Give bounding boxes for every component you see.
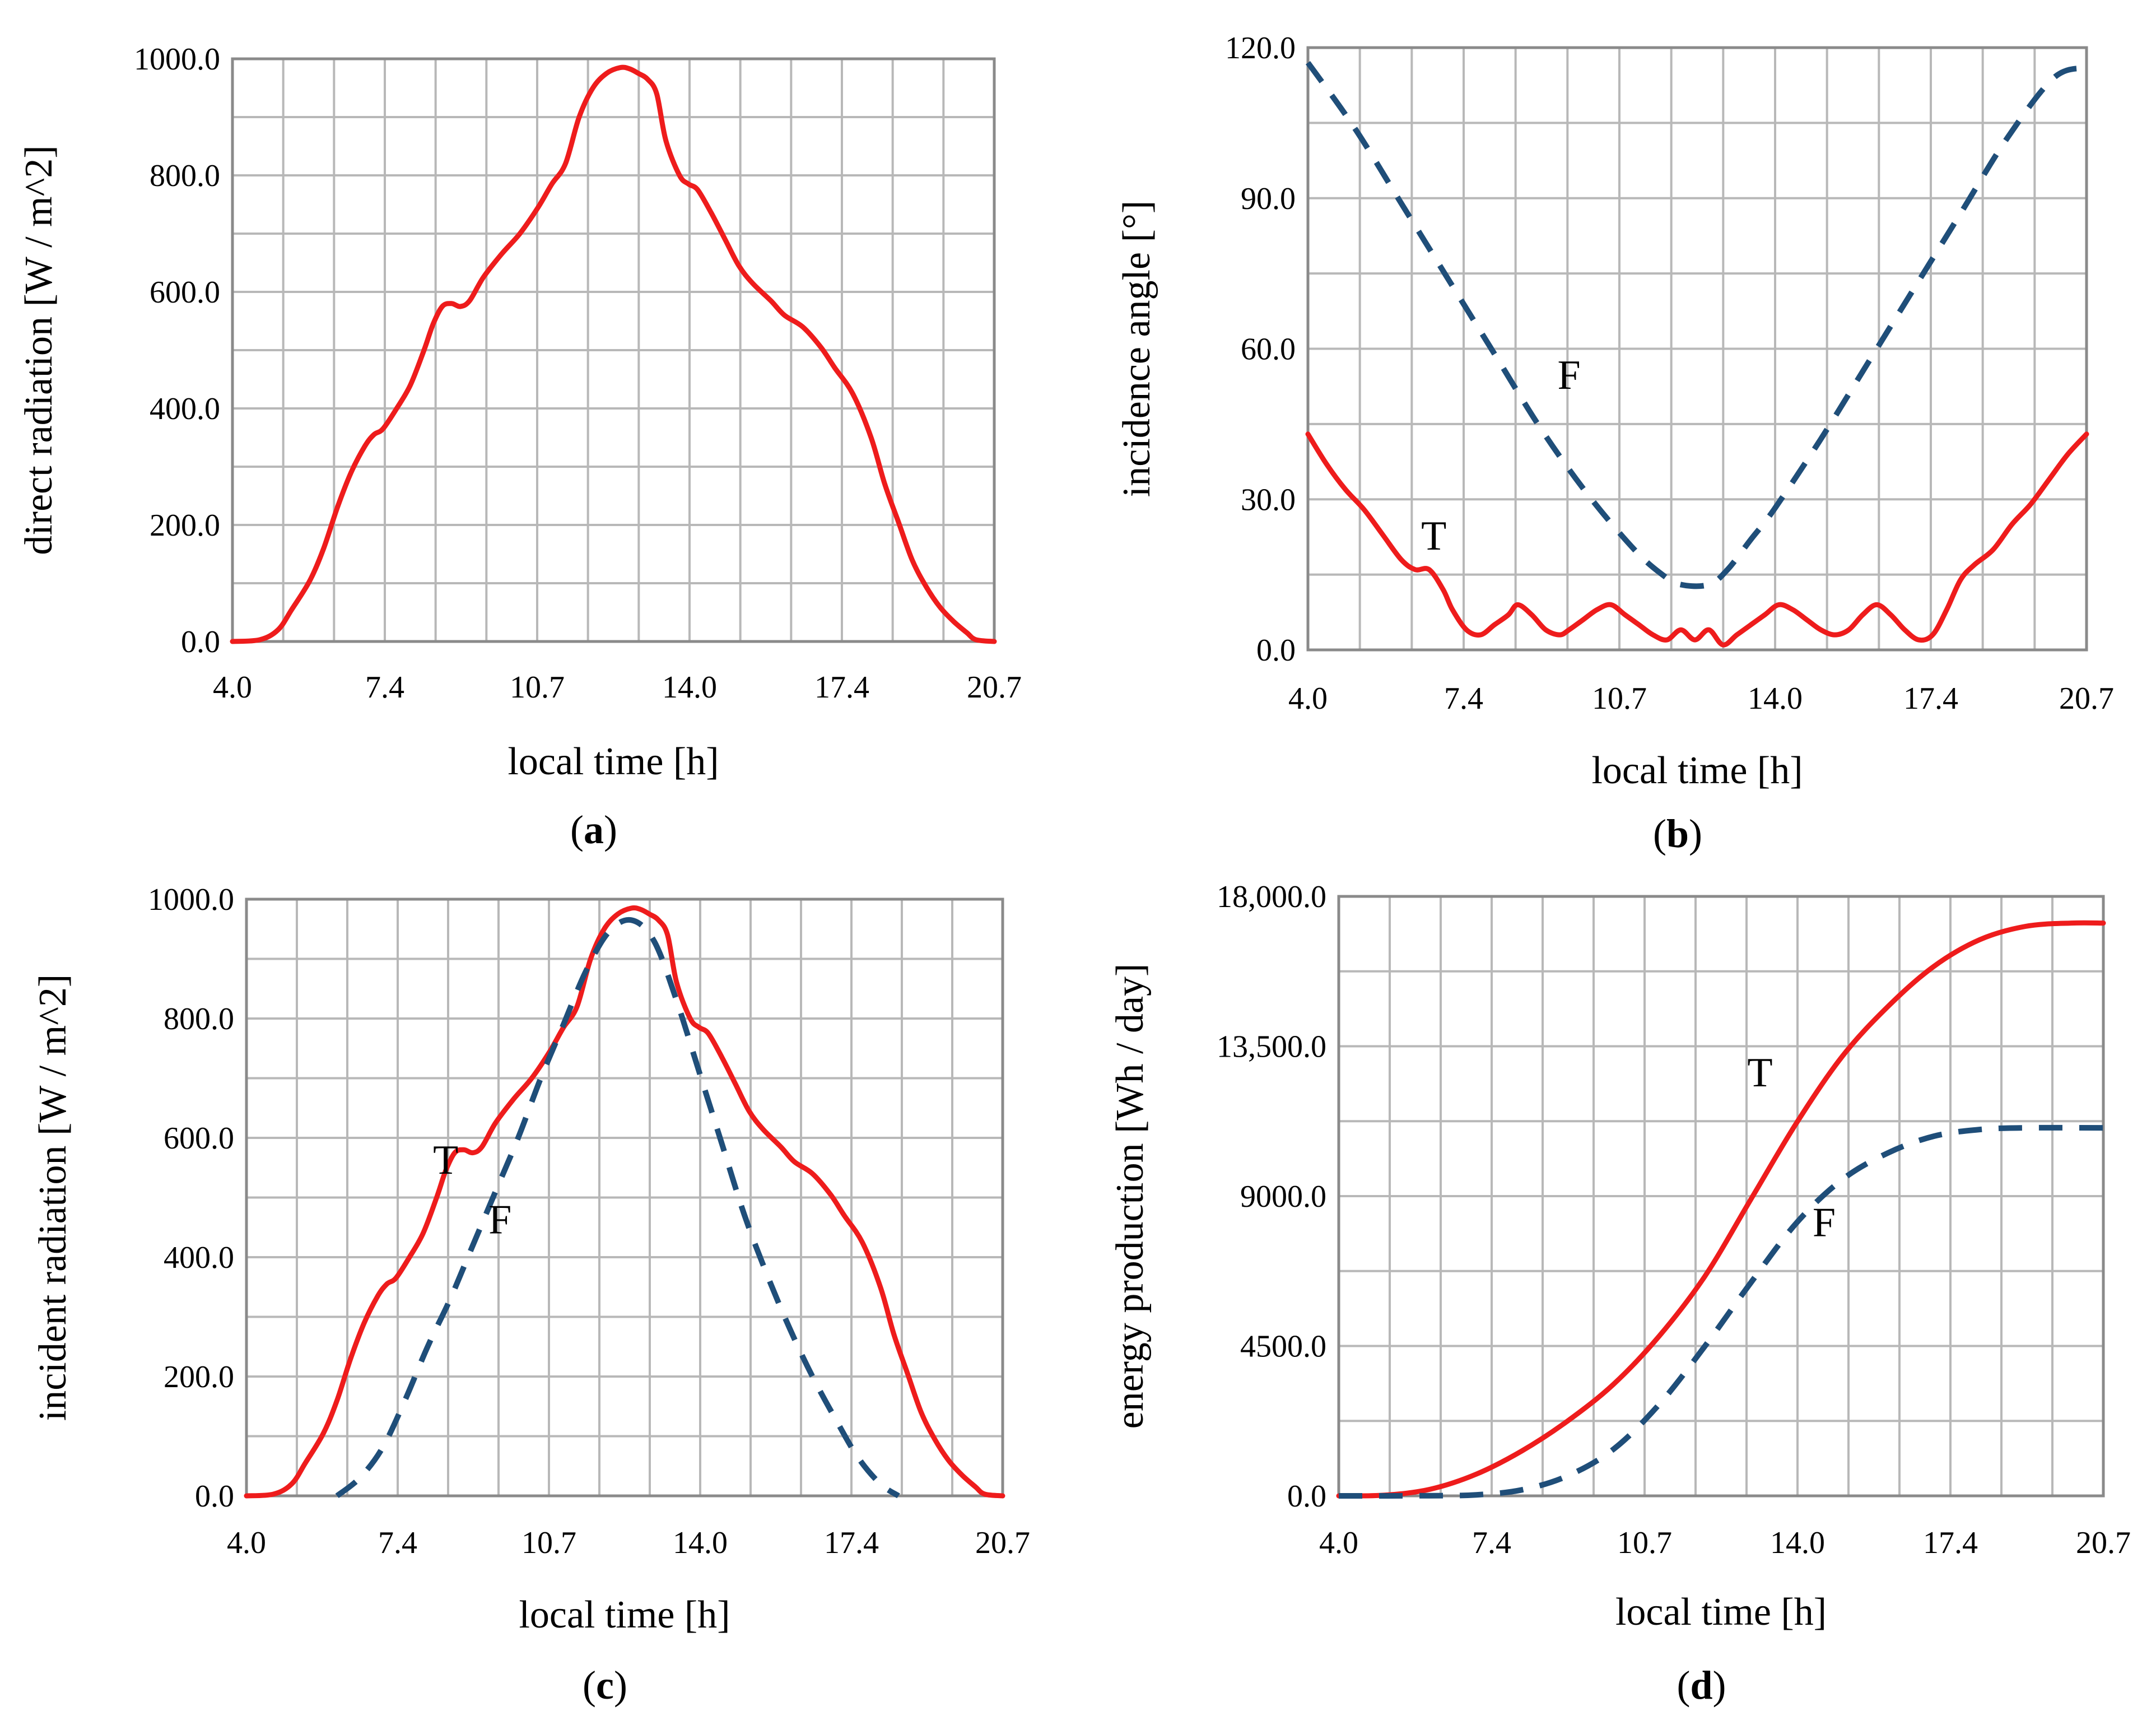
y-tick-label: 18,000.0 xyxy=(1217,880,1326,914)
series-annotation-T: T xyxy=(1421,513,1446,559)
y-tick-label: 800.0 xyxy=(150,159,220,193)
x-axis-title: local time [h] xyxy=(1591,749,1803,792)
panel-b-incidence-angle: 4.0 7.4 10.7 14.0 17.4 20.7 0.0 30.0 60.0 90.0 120… xyxy=(1115,31,2114,856)
y-tick-label: 400.0 xyxy=(164,1240,234,1275)
x-axis-title: local time [h] xyxy=(507,740,719,783)
y-tick-label: 800.0 xyxy=(164,1002,234,1036)
y-tick-label: 0.0 xyxy=(1287,1479,1326,1514)
x-tick-label: 7.4 xyxy=(378,1526,417,1560)
x-tick-label: 14.0 xyxy=(673,1526,728,1560)
series-annotation-T: T xyxy=(1747,1050,1772,1096)
x-tick-label: 7.4 xyxy=(1444,681,1483,716)
x-tick-label: 4.0 xyxy=(213,670,252,705)
y-tick-label: 1000.0 xyxy=(148,882,234,917)
panel-label: (d) xyxy=(1677,1663,1726,1708)
y-tick-label: 200.0 xyxy=(150,508,220,543)
x-tick-label: 10.7 xyxy=(510,670,565,705)
x-tick-label: 10.7 xyxy=(1617,1526,1672,1560)
x-tick-label: 17.4 xyxy=(1923,1526,1978,1560)
y-tick-label: 120.0 xyxy=(1225,31,1296,66)
x-tick-label: 17.4 xyxy=(824,1526,879,1560)
x-tick-label: 10.7 xyxy=(1592,681,1647,716)
plot-area-frame xyxy=(245,898,1004,1498)
y-tick-label: 9000.0 xyxy=(1240,1179,1326,1214)
y-axis-title: incidence angle [°] xyxy=(1115,201,1158,497)
y-tick-label: 0.0 xyxy=(1256,633,1296,668)
y-tick-label: 30.0 xyxy=(1241,482,1296,517)
x-tick-label: 4.0 xyxy=(1288,681,1328,716)
y-axis-title: energy production [Wh / day] xyxy=(1109,964,1152,1429)
panel-a-direct-radiation: 4.0 7.4 10.7 14.0 17.4 20.7 0.0 200.0 400.0 600.0… xyxy=(17,42,1022,852)
series-line-F xyxy=(1338,1124,2104,1499)
x-axis-title: local time [h] xyxy=(1615,1591,1827,1634)
y-tick-label: 90.0 xyxy=(1241,182,1296,216)
y-tick-label: 200.0 xyxy=(164,1360,234,1394)
x-tick-label: 4.0 xyxy=(1319,1526,1358,1560)
x-tick-label: 4.0 xyxy=(227,1526,266,1560)
x-tick-label: 20.7 xyxy=(2076,1526,2131,1560)
panel-label: (b) xyxy=(1653,811,1702,856)
plot-area-frame xyxy=(1337,895,2105,1498)
plot-area-frame xyxy=(231,57,996,643)
series-annotation-F: F xyxy=(1558,352,1581,398)
panel-d-energy-production: 4.0 7.4 10.7 14.0 17.4 20.7 0.0 4500.0 9000.0 13,… xyxy=(1109,880,2131,1708)
y-tick-label: 600.0 xyxy=(150,275,220,310)
y-axis-title: incident radiation [W / m^2] xyxy=(31,974,74,1421)
x-tick-label: 14.0 xyxy=(662,670,717,705)
panel-label: (a) xyxy=(570,807,617,852)
y-tick-label: 0.0 xyxy=(181,625,220,659)
y-tick-label: 13,500.0 xyxy=(1217,1030,1326,1064)
y-tick-label: 600.0 xyxy=(164,1121,234,1156)
x-tick-label: 20.7 xyxy=(2059,681,2114,716)
series-line-F xyxy=(1305,61,2088,589)
x-tick-label: 14.0 xyxy=(1748,681,1803,716)
x-tick-label: 7.4 xyxy=(365,670,404,705)
y-tick-label: 60.0 xyxy=(1241,332,1296,367)
y-tick-label: 1000.0 xyxy=(134,42,220,77)
y-tick-label: 4500.0 xyxy=(1240,1329,1326,1364)
y-axis-title: direct radiation [W / m^2] xyxy=(17,145,60,555)
x-tick-label: 7.4 xyxy=(1472,1526,1511,1560)
x-tick-label: 17.4 xyxy=(814,670,869,705)
x-tick-label: 17.4 xyxy=(1903,681,1958,716)
y-tick-label: 400.0 xyxy=(150,392,220,426)
series-line-T xyxy=(244,905,1005,1499)
y-tick-label: 0.0 xyxy=(195,1479,234,1514)
series-annotation-F: F xyxy=(488,1197,511,1243)
series-line-F xyxy=(335,917,900,1499)
plot-area-frame xyxy=(1306,46,2088,652)
series-annotation-T: T xyxy=(433,1137,458,1183)
x-tick-label: 14.0 xyxy=(1770,1526,1825,1560)
x-tick-label: 10.7 xyxy=(521,1526,576,1560)
series-line-T xyxy=(1336,920,2106,1499)
x-tick-label: 20.7 xyxy=(967,670,1022,705)
panel-c-incident-radiation: 4.0 7.4 10.7 14.0 17.4 20.7 0.0 200.0 400.0 600.0… xyxy=(31,882,1030,1708)
series-line-T xyxy=(230,64,997,644)
panel-label: (c) xyxy=(583,1663,627,1708)
x-tick-label: 20.7 xyxy=(975,1526,1030,1560)
series-annotation-F: F xyxy=(1813,1199,1836,1245)
x-axis-title: local time [h] xyxy=(519,1593,730,1636)
series-line-T xyxy=(1305,431,2089,648)
